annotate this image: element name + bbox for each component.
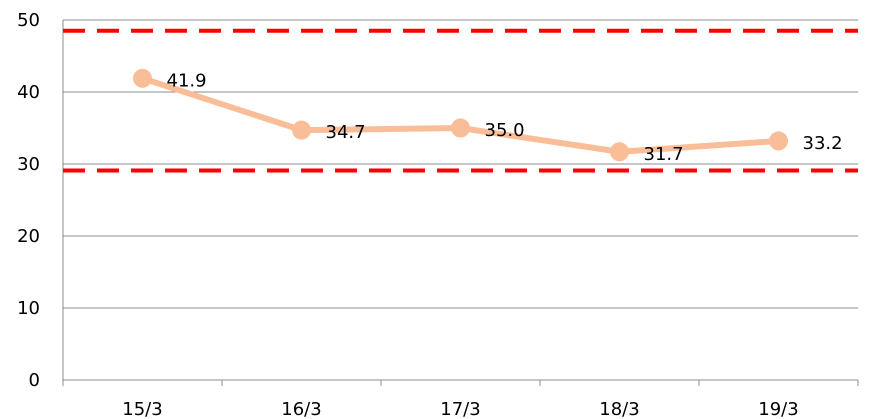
- y-tick-label: 40: [17, 82, 40, 103]
- data-point: [769, 131, 788, 151]
- gridlines: [63, 19, 858, 309]
- x-tick-label: 19/3: [758, 399, 798, 419]
- y-tick-label: 20: [17, 226, 40, 247]
- x-tick-label: 16/3: [281, 399, 321, 419]
- y-tick-label: 10: [17, 298, 40, 319]
- data-point: [610, 142, 629, 162]
- data-point: [292, 120, 311, 140]
- data-label: 33.2: [803, 133, 843, 154]
- data-label: 34.7: [326, 122, 366, 143]
- data-label: 41.9: [167, 70, 207, 91]
- data-point: [133, 68, 152, 88]
- axes: 0 10 20 30 40 50 15/3 16/3 17/3 18/3 19/3: [17, 10, 859, 419]
- series-line: [139, 75, 782, 155]
- series: [133, 68, 788, 162]
- x-tick-label: 18/3: [599, 399, 639, 419]
- y-tick-label: 0: [29, 370, 40, 391]
- data-labels: 41.9 34.7 35.0 31.7 33.2: [167, 70, 843, 164]
- data-label: 31.7: [644, 144, 684, 165]
- y-tick-label: 30: [17, 154, 40, 175]
- x-tick-label: 15/3: [122, 399, 162, 419]
- data-label: 35.0: [485, 120, 525, 141]
- data-point: [451, 118, 470, 138]
- x-tick-label: 17/3: [440, 399, 480, 419]
- reference-lines: [63, 28, 858, 173]
- y-tick-label: 50: [17, 10, 40, 31]
